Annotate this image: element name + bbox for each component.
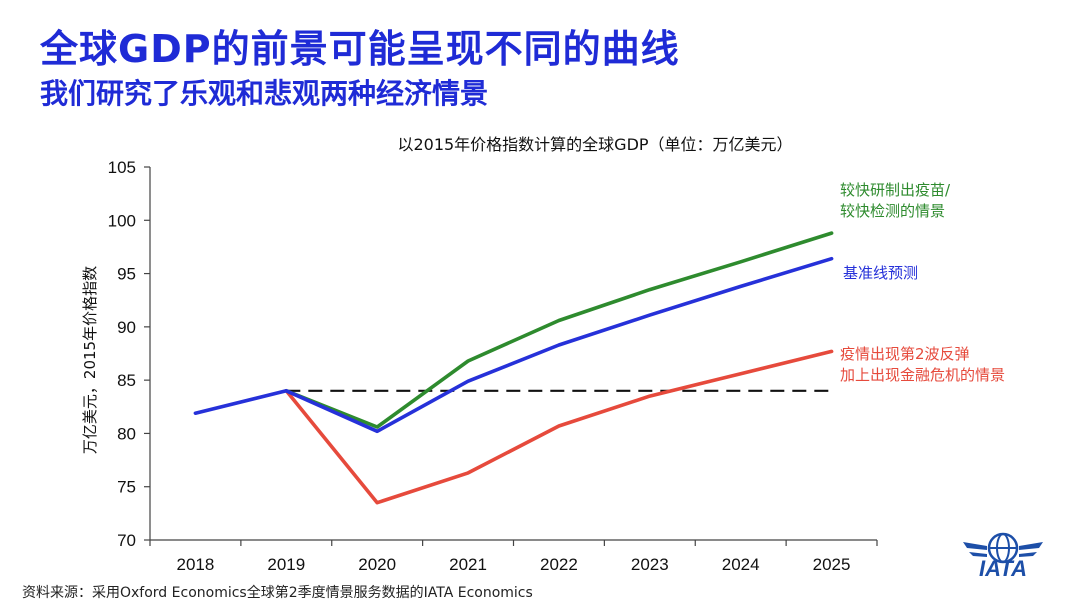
series-label-line: 疫情出现第2波反弹 xyxy=(840,345,970,363)
iata-logo: IATA xyxy=(963,532,1043,581)
globe-icon xyxy=(963,532,1043,564)
iata-logo-text: IATA xyxy=(979,556,1027,581)
y-tick-label: 105 xyxy=(108,158,136,177)
x-tick-label: 2022 xyxy=(540,555,578,574)
series-label-line: 较快检测的情景 xyxy=(840,202,945,220)
series-label-line: 加上出现金融危机的情景 xyxy=(840,366,1005,384)
series-line xyxy=(284,349,834,505)
page-subtitle: 我们研究了乐观和悲观两种经济情景 xyxy=(40,77,489,110)
chart-title: 以2015年价格指数计算的全球GDP（单位：万亿美元） xyxy=(397,135,792,154)
x-tick-label: 2021 xyxy=(449,555,487,574)
x-tick-label: 2019 xyxy=(267,555,305,574)
x-tick-label: 2025 xyxy=(813,555,851,574)
y-tick-label: 80 xyxy=(117,424,136,443)
y-axis-label: 万亿美元，2015年价格指数 xyxy=(81,266,99,454)
series-label-line: 较快研制出疫苗/ xyxy=(840,181,951,199)
series-line xyxy=(193,256,834,434)
series-label: 疫情出现第2波反弹加上出现金融危机的情景 xyxy=(840,345,1005,384)
x-tick-label: 2018 xyxy=(177,555,215,574)
series-line xyxy=(284,231,834,429)
series-label: 基准线预测 xyxy=(843,264,918,282)
y-tick-label: 75 xyxy=(117,478,136,497)
x-tick-label: 2023 xyxy=(631,555,669,574)
x-tick-label: 2024 xyxy=(722,555,760,574)
y-tick-label: 70 xyxy=(117,531,136,550)
chart-axes: 70 75 80 85 90 95 100 105 2018 2019 2020 2021 2022 20… xyxy=(108,158,878,574)
page-title: 全球GDP的前景可能呈现不同的曲线 xyxy=(40,27,680,71)
y-tick-label: 95 xyxy=(117,265,136,284)
x-tick-label: 2020 xyxy=(358,555,396,574)
y-tick-label: 85 xyxy=(117,371,136,390)
y-tick-label: 90 xyxy=(117,318,136,337)
series-label-line: 基准线预测 xyxy=(843,264,918,282)
series-lines xyxy=(193,231,834,505)
y-tick-label: 100 xyxy=(108,211,136,230)
series-label: 较快研制出疫苗/较快检测的情景 xyxy=(840,181,951,220)
source-note: 资料来源：采用Oxford Economics全球第2季度情景服务数据的IATA… xyxy=(22,585,533,601)
